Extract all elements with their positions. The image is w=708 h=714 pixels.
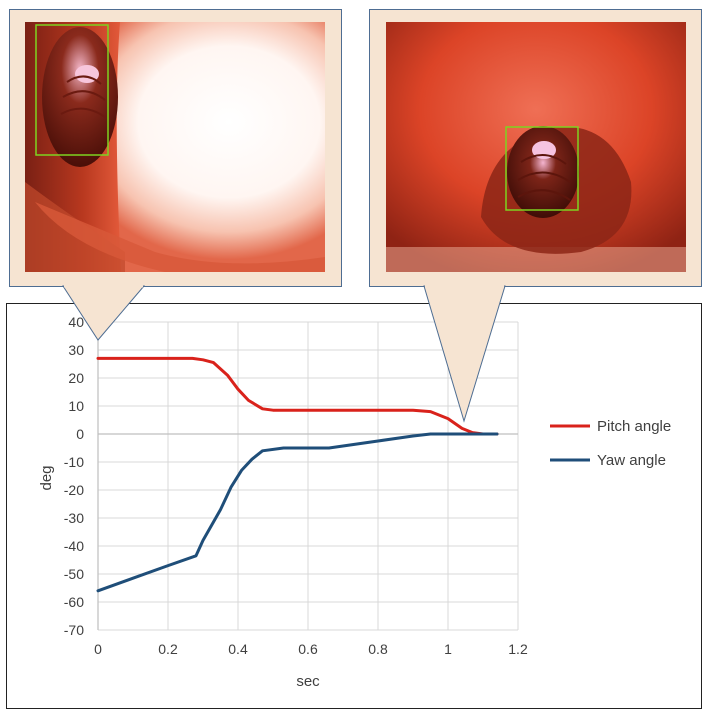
- x-tick-label: 0.6: [298, 641, 318, 657]
- y-tick-label: -60: [64, 594, 84, 610]
- y-tick-label: 20: [68, 370, 84, 386]
- y-tick-label: 40: [68, 314, 84, 330]
- y-tick-label: -10: [64, 454, 84, 470]
- x-tick-label: 0.4: [228, 641, 248, 657]
- y-tick-label: -30: [64, 510, 84, 526]
- y-tick-label: 0: [76, 426, 84, 442]
- series-line-yaw-angle: [96, 432, 499, 593]
- y-tick-label: -40: [64, 538, 84, 554]
- callout-pointer-left: [62, 285, 146, 341]
- callout-pointer-right: [423, 285, 506, 423]
- y-tick-label: 10: [68, 398, 84, 414]
- y-tick-label: -70: [64, 622, 84, 638]
- x-tick-label: 0: [94, 641, 102, 657]
- x-tick-label: 1.2: [508, 641, 528, 657]
- y-axis-title: deg: [38, 465, 55, 490]
- legend-label: Yaw angle: [597, 452, 666, 469]
- y-tick-label: -20: [64, 482, 84, 498]
- x-tick-label: 1: [444, 641, 452, 657]
- y-tick-label: 30: [68, 342, 84, 358]
- x-tick-label: 0.2: [158, 641, 178, 657]
- endoscope-frame-start: [25, 22, 325, 272]
- x-tick-label: 0.8: [368, 641, 388, 657]
- series-line-pitch-angle: [96, 356, 499, 436]
- legend-label: Pitch angle: [597, 418, 671, 435]
- roi-box-right: [505, 126, 579, 211]
- x-axis-title: sec: [296, 673, 320, 690]
- roi-box-left: [35, 24, 109, 156]
- chart-frame: [6, 303, 702, 709]
- endoscope-frame-end: [386, 22, 686, 272]
- y-tick-label: -50: [64, 566, 84, 582]
